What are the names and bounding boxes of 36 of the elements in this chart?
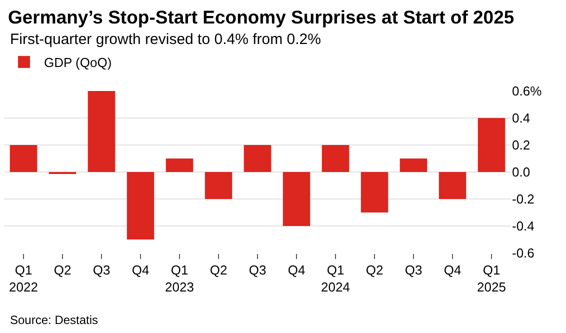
y-tick-label: -0.6 (512, 246, 534, 261)
bar (88, 91, 116, 172)
x-tick-label: Q3 (404, 262, 422, 278)
y-tick-label: 0.2 (512, 138, 530, 153)
bar (282, 172, 310, 226)
x-tick-label: Q3 (92, 262, 110, 278)
chart-title: Germany’s Stop-Start Economy Surprises at Start of 2025 (8, 6, 514, 28)
y-tick-label: -0.2 (512, 192, 534, 207)
bar (166, 158, 194, 172)
y-tick-label: 0.4 (512, 110, 530, 126)
legend-label: GDP (QoQ) (44, 55, 112, 70)
x-tick-label: Q4 (288, 262, 306, 278)
bar (438, 172, 466, 199)
bar (400, 158, 428, 172)
bar (204, 172, 232, 199)
y-tick-label: 0.0 (512, 164, 530, 180)
bar (244, 145, 272, 172)
y-tick-label: 0.6% (512, 84, 542, 99)
x-tick-label: Q1 2022 (9, 262, 38, 294)
x-tick-label: Q3 (248, 262, 266, 278)
x-tick-label: Q1 2023 (165, 262, 194, 294)
x-tick-label: Q4 (132, 262, 150, 278)
x-tick-label: Q2 (210, 262, 228, 278)
chart-subtitle: First-quarter growth revised to 0.4% from 0.2% (10, 31, 321, 48)
bar (10, 145, 38, 172)
x-tick-label: Q2 (54, 262, 72, 278)
bar (360, 172, 388, 212)
y-tick-label: -0.4 (512, 218, 534, 234)
bar (126, 172, 154, 240)
bar (478, 118, 506, 172)
x-tick-label: Q4 (444, 262, 462, 278)
x-tick-label: Q1 2024 (321, 262, 350, 294)
x-tick-label: Q2 (366, 262, 384, 278)
source-note: Source: Destatis (10, 313, 98, 327)
x-tick-label: Q1 2025 (477, 262, 506, 294)
bar (322, 145, 350, 172)
